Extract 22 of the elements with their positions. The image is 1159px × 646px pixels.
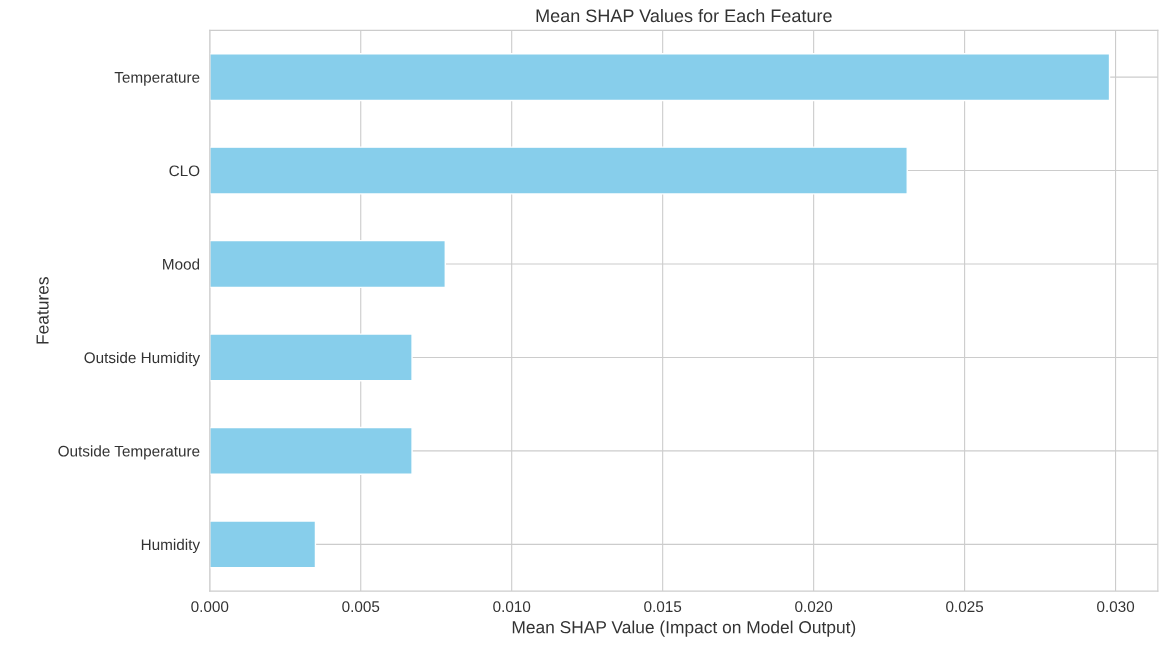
x-tick-label: 0.010 [493,601,531,613]
y-tick-label: CLO [169,165,200,177]
y-tick-label: Humidity [141,538,201,554]
y-tick-label: Temperature [114,72,200,86]
y-axis-title: Features [36,277,49,344]
x-tick-label: 0.005 [342,601,380,613]
bar [209,146,908,195]
x-tick-label: 0.000 [191,601,229,613]
y-tick-label: Mood [163,258,200,270]
bar [209,53,1111,102]
x-tick-label: 0.015 [644,601,682,613]
y-tick-label: Outside Humidity [84,351,201,367]
bar [209,239,446,289]
x-axis-title: Mean SHAP Value (Impact on Model Output) [512,620,856,637]
bar [209,333,413,382]
x-tick-label: 0.030 [1097,601,1135,613]
chart-title: Mean SHAP Values for Each Feature [536,8,832,23]
bar [209,426,413,475]
y-tick-label: Outside Temperature [58,445,200,460]
x-tick-label: 0.025 [946,601,984,613]
x-tick-label: 0.020 [795,601,833,613]
bar [209,520,317,569]
